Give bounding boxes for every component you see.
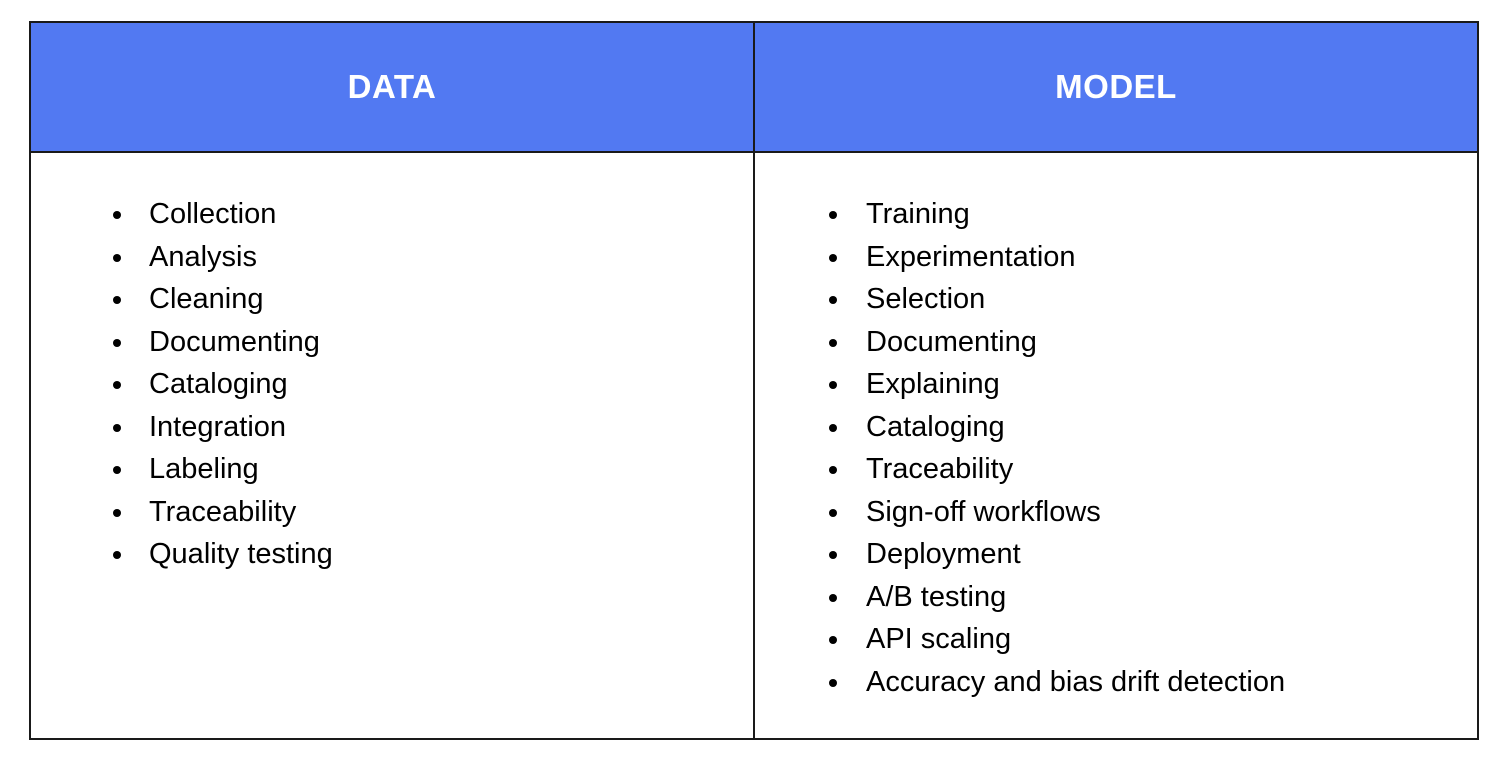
list-item: Quality testing	[31, 533, 753, 576]
list-item: Collection	[31, 193, 753, 236]
list-item: Selection	[755, 278, 1477, 321]
data-list: Collection Analysis Cleaning Documenting Cat…	[31, 153, 753, 576]
list-item: Explaining	[755, 363, 1477, 406]
list-item: Cataloging	[31, 363, 753, 406]
list-item: API scaling	[755, 618, 1477, 661]
header-model: MODEL	[755, 23, 1477, 153]
list-item: Cataloging	[755, 406, 1477, 449]
list-item: Accuracy and bias drift detection	[755, 661, 1477, 704]
list-item: Documenting	[31, 321, 753, 364]
list-item: Traceability	[755, 448, 1477, 491]
list-item: Experimentation	[755, 236, 1477, 279]
model-list: Training Experimentation Selection Document…	[755, 153, 1477, 703]
list-item: Labeling	[31, 448, 753, 491]
data-column: Collection Analysis Cleaning Documenting Cat…	[31, 153, 755, 738]
list-item: Integration	[31, 406, 753, 449]
model-column: Training Experimentation Selection Document…	[755, 153, 1477, 738]
comparison-table: DATA MODEL Collection Analysis Cleaning Doc…	[29, 21, 1479, 740]
list-item: A/B testing	[755, 576, 1477, 619]
list-item: Sign-off workflows	[755, 491, 1477, 534]
list-item: Cleaning	[31, 278, 753, 321]
list-item: Analysis	[31, 236, 753, 279]
list-item: Deployment	[755, 533, 1477, 576]
list-item: Training	[755, 193, 1477, 236]
header-data: DATA	[31, 23, 755, 153]
list-item: Documenting	[755, 321, 1477, 364]
list-item: Traceability	[31, 491, 753, 534]
